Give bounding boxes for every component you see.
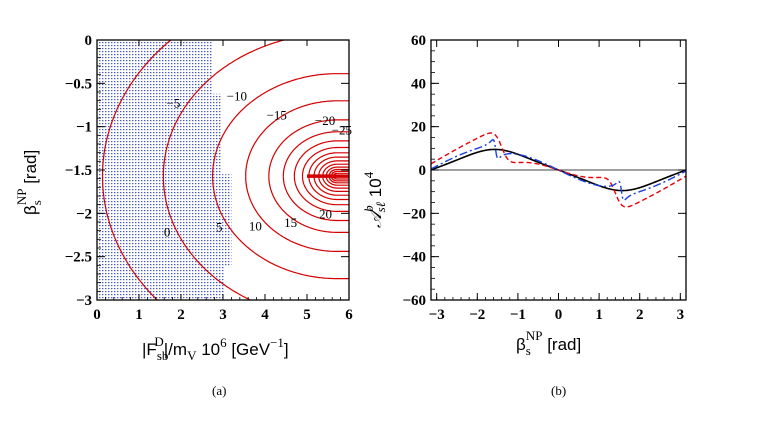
contour-label: 10 xyxy=(249,219,262,234)
contour-label: 0 xyxy=(164,225,171,240)
contour-lines xyxy=(101,40,349,300)
excluded-region xyxy=(97,40,232,300)
x-tick-label: 3 xyxy=(219,307,227,323)
y-tick-label: −0.5 xyxy=(65,76,92,92)
panel-label-b: (b) xyxy=(551,383,566,398)
panel-label-a: (a) xyxy=(212,383,226,398)
contour-lower-4 xyxy=(268,176,349,233)
contour-upper-12 xyxy=(325,166,349,177)
contour-label: −15 xyxy=(267,108,287,123)
series-lines xyxy=(431,132,686,208)
contour-label: 5 xyxy=(216,220,223,235)
contour-lower-3 xyxy=(245,176,349,252)
contour-upper-4 xyxy=(268,119,349,177)
x-tick-label: 2 xyxy=(636,307,644,323)
contour-label: 15 xyxy=(284,215,297,230)
contour-upper-11 xyxy=(322,163,349,177)
x-tick-label: 1 xyxy=(595,307,603,323)
x-tick-label: 2 xyxy=(177,307,185,323)
contour-lower-7 xyxy=(301,176,349,206)
contour-upper-0 xyxy=(101,40,172,177)
xlabel-b: βsNP [rad] xyxy=(516,328,581,358)
contour-lower-6 xyxy=(293,175,349,212)
x-tick-label: −2 xyxy=(469,307,485,323)
y-tick-label: −60 xyxy=(402,293,426,309)
panel-b: −3 −2 −1 0 1 2 3 60 40 20 0 −20 −40 −60 βsNP [rad] 𝒜b… xyxy=(361,33,687,398)
x-tick-label: 6 xyxy=(345,307,353,323)
contour-upper-1 xyxy=(162,40,287,177)
x-tick-label: 0 xyxy=(555,307,563,323)
x-tick-label: 1 xyxy=(135,307,143,323)
contour-upper-10 xyxy=(318,160,349,177)
ylabel-a: βsNP [rad] xyxy=(14,150,44,215)
contour-lower-13 xyxy=(328,176,349,184)
contour-lower-1 xyxy=(162,176,252,300)
contour-lower-11 xyxy=(322,176,349,189)
contour-label: −5 xyxy=(167,96,181,111)
x-tick-label: 3 xyxy=(677,307,685,323)
y-tick-label: −20 xyxy=(402,206,426,222)
contour-lower-9 xyxy=(313,176,349,196)
contour-label: −20 xyxy=(315,113,335,128)
series-dash-dot xyxy=(431,138,686,202)
y-tick-label: 0 xyxy=(85,33,93,49)
x-tick-label: −3 xyxy=(429,307,445,323)
contour-upper-2 xyxy=(212,73,349,177)
y-tick-label: 60 xyxy=(411,33,426,49)
contour-upper-6 xyxy=(293,140,349,177)
contour-lower-2 xyxy=(212,176,349,280)
y-tick-label: −3 xyxy=(76,293,92,309)
ticks-b: −3 −2 −1 0 1 2 3 60 40 20 0 −20 −40 −60 xyxy=(402,33,686,323)
contour-upper-13 xyxy=(328,168,349,177)
contour-upper-5 xyxy=(282,131,349,177)
y-tick-label: 20 xyxy=(411,120,426,136)
ylabel-b: 𝒜bsℓ 104 xyxy=(361,171,388,228)
x-tick-label: 0 xyxy=(93,307,101,323)
x-tick-label: −1 xyxy=(510,307,526,323)
y-tick-label: 0 xyxy=(419,163,427,179)
contour-lower-10 xyxy=(318,176,349,192)
contour-lower-8 xyxy=(308,176,349,201)
y-tick-label: 40 xyxy=(411,76,426,92)
contour-lower-0 xyxy=(101,176,159,300)
contour-lower-5 xyxy=(282,176,349,222)
x-tick-label: 5 xyxy=(303,307,311,323)
contour-upper-8 xyxy=(308,152,349,177)
y-tick-label: −1 xyxy=(76,120,92,136)
contour-label: 20 xyxy=(319,207,332,222)
xlabel-a: |FsbD|/mV 106 [GeV−1] xyxy=(142,334,289,363)
y-tick-label: −2 xyxy=(76,206,92,222)
contour-upper-9 xyxy=(313,156,349,177)
series-dashed xyxy=(431,132,686,208)
x-tick-label: 4 xyxy=(261,307,269,323)
ticks-a: 0 1 2 3 4 5 6 0 −0.5 −1 −1.5 −2 −2.5 −3 xyxy=(65,33,354,323)
contour-upper-3 xyxy=(245,100,349,177)
contour-label: −10 xyxy=(227,89,247,104)
y-tick-label: −2.5 xyxy=(65,250,92,266)
contour-upper-7 xyxy=(301,146,349,177)
y-tick-label: −40 xyxy=(402,250,426,266)
y-tick-label: −1.5 xyxy=(65,163,92,179)
contour-lower-12 xyxy=(325,176,349,186)
